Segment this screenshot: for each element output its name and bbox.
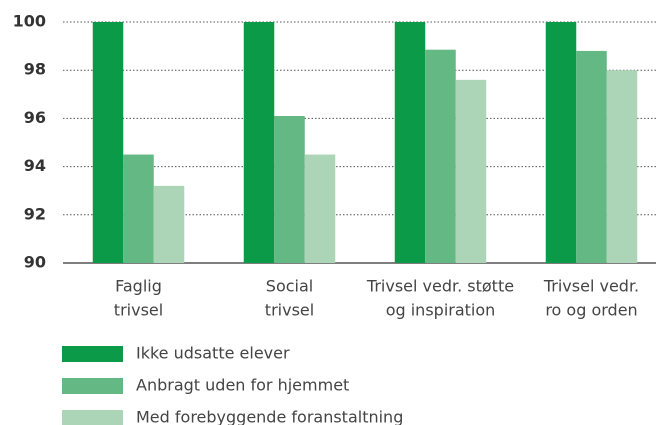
x-tick-label: Trivsel vedr. xyxy=(543,277,639,296)
bar xyxy=(425,49,456,264)
bar xyxy=(274,115,305,264)
legend-label: Ikke udsatte elever xyxy=(136,344,290,363)
bar xyxy=(576,50,607,263)
y-tick-label: 90 xyxy=(24,253,46,272)
legend-label: Med forebyggende foranstaltning xyxy=(136,408,403,425)
y-tick-label: 96 xyxy=(24,108,46,127)
legend-label: Anbragt uden for hjemmet xyxy=(136,376,349,395)
legend-swatch xyxy=(62,346,123,362)
bar xyxy=(394,22,426,263)
bar xyxy=(243,22,275,263)
bar xyxy=(123,154,154,263)
bar xyxy=(545,22,577,263)
bar xyxy=(455,79,487,263)
x-tick-label: ro og orden xyxy=(545,301,637,320)
legend-swatch xyxy=(62,410,123,425)
y-tick-label: 100 xyxy=(13,12,46,31)
y-tick-label: 94 xyxy=(24,156,46,175)
x-tick-label: trivsel xyxy=(114,301,163,320)
x-tick-label: Social xyxy=(266,277,313,296)
x-tick-label: Faglig xyxy=(115,277,162,296)
x-tick-label: trivsel xyxy=(265,301,314,320)
bar xyxy=(304,154,336,263)
y-tick-label: 98 xyxy=(24,60,46,79)
x-tick-label: og inspiration xyxy=(386,301,496,320)
legend-swatch xyxy=(62,378,123,394)
y-tick-label: 92 xyxy=(24,204,46,223)
bar xyxy=(153,185,185,263)
bar xyxy=(92,22,124,263)
x-tick-label: Trivsel vedr. støtte xyxy=(366,277,514,296)
bar xyxy=(606,70,638,263)
